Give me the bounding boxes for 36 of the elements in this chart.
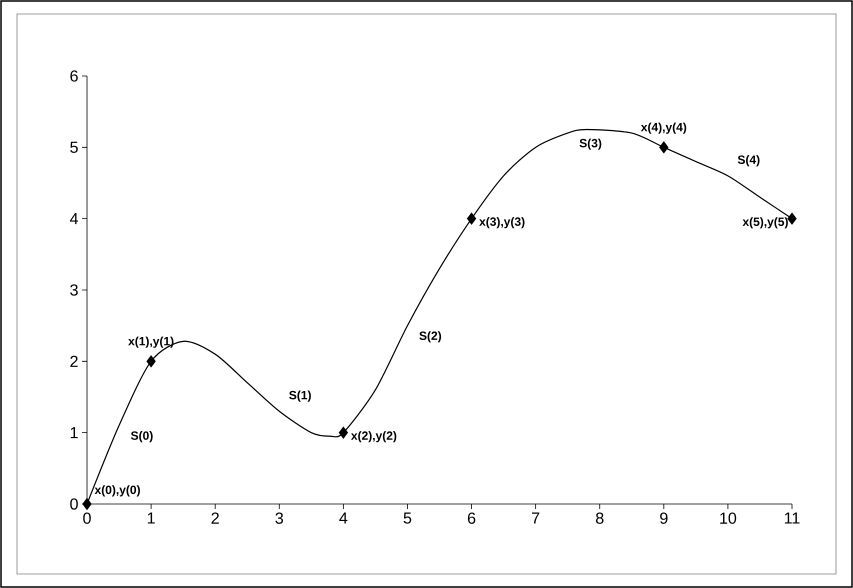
annotation: x(1),y(1) — [128, 336, 174, 348]
point — [659, 141, 669, 154]
annotation: x(0),y(0) — [94, 485, 140, 496]
y-tick-label: 6 — [70, 70, 78, 82]
x-tick-label: 2 — [212, 512, 219, 524]
annotation: x(5),y(5) — [742, 217, 788, 228]
annotation: S(3) — [580, 138, 602, 150]
point — [146, 355, 156, 368]
x-tick-label: 6 — [468, 512, 476, 524]
y-tick-label: 5 — [70, 142, 78, 153]
x-tick-label: 4 — [339, 512, 348, 524]
annotation: S(0) — [130, 431, 153, 442]
x-tick-label: 0 — [83, 512, 91, 524]
x-tick-label: 11 — [784, 512, 800, 524]
point — [466, 212, 476, 225]
annotation: x(2),y(2) — [350, 431, 396, 442]
annotation: S(4) — [738, 155, 760, 166]
annotation: x(3),y(3) — [479, 217, 524, 228]
x-tick-label: 1 — [148, 512, 155, 524]
annotation: S(1) — [289, 390, 311, 402]
annotation: x(4),y(4) — [640, 122, 686, 134]
point — [338, 426, 348, 439]
y-tick-label: 2 — [70, 356, 78, 367]
x-tick-label: 3 — [275, 512, 284, 524]
x-tick-label: 10 — [720, 512, 736, 524]
y-tick-label: 0 — [70, 498, 78, 510]
x-tick-label: 9 — [660, 512, 668, 524]
y-tick-label: 3 — [70, 284, 78, 296]
annotation: S(2) — [419, 331, 442, 342]
x-tick-label: 5 — [404, 512, 412, 524]
point — [787, 212, 797, 225]
point — [82, 498, 92, 510]
y-tick-label: 1 — [70, 427, 78, 438]
x-tick-label: 8 — [596, 512, 604, 524]
y-tick-label: 4 — [70, 213, 78, 224]
x-tick-label: 7 — [532, 512, 540, 524]
